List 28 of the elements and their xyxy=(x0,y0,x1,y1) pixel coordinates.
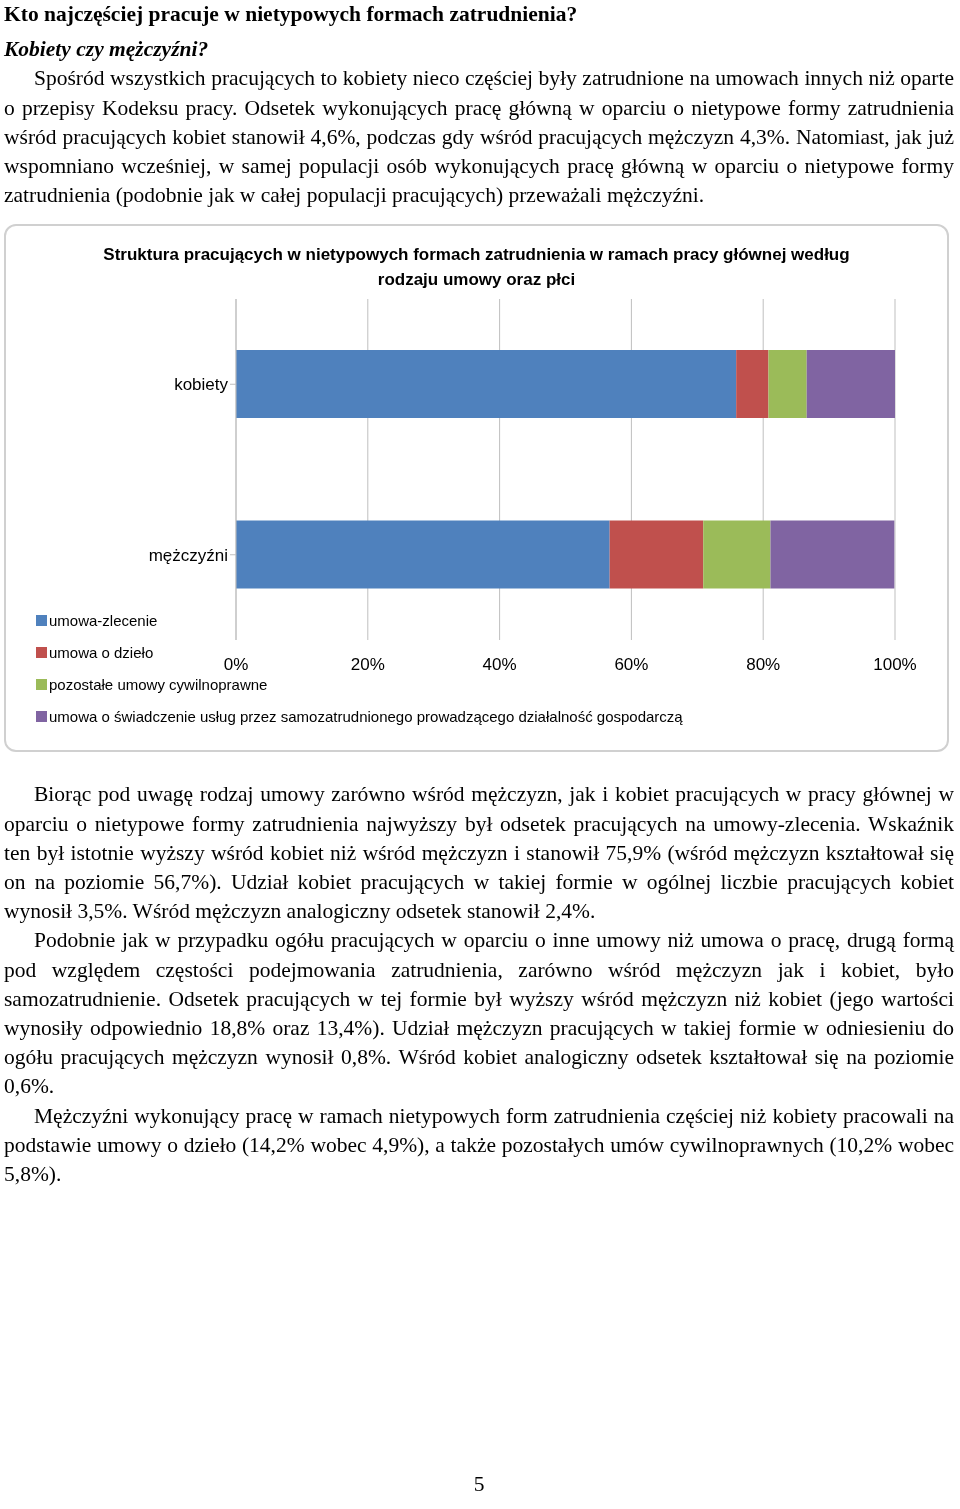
x-tick-label: 40% xyxy=(482,655,517,675)
text: Podobnie jak w przypadku ogółu pracujących w oparciu o inne umowy niż umowa o pracę, drugą formą pod względem częstości podejmowania zatrudnienia, zarówno wśród mężczyzn jak i kobiet, było samozatrudnienie. Odsetek pracujących w tej formie był wyższy wśród mężczyzn niż kobiet (jego wartości wynosiły odpowiednio 18,8% oraz 13,4%). Udział mężczyzn pracujących w takiej formie w odniesieniu do ogółu pracujących mężczyzn wynosił 0,8%. Wśród kobiet analogiczny odsetek kształtował się na poziomie 0,6%. xyxy=(4,927,954,1101)
legend-label: umowa o świadczenie usług przez samozatrudnionego prowadzącego działalność gospodarczą xyxy=(49,706,683,727)
text: Kto najczęściej pracuje w nietypowych formach zatrudnienia? xyxy=(4,1,579,28)
bar xyxy=(770,520,895,589)
bar xyxy=(236,350,737,419)
bar xyxy=(736,350,769,419)
bar xyxy=(768,350,807,419)
x-tick-label: 60% xyxy=(614,655,649,675)
bar xyxy=(609,520,704,589)
text: Mężczyźni wykonujący pracę w ramach nietypowych form zatrudnienia częściej niż kobiety pracowali na podstawie umowy o dzieło (14,2% wobec 4,9%), a także pozostałych umów cywilnoprawnych (10,2% wobec 5,8%). xyxy=(4,1102,954,1189)
x-tick-label: 0% xyxy=(223,655,249,675)
x-tick-label: 100% xyxy=(873,655,917,675)
text: Biorąc pod uwagę rodzaj umowy zarówno wśród mężczyzn, jak i kobiet pracujących w pracy głównej w oparciu o nietypowe formy zatrudnienia najwyższy był odsetek pracujących na umowy-zlecenia. Wskaźnik ten był istotnie wyższy wśród kobiet niż wśród mężczyzn i stanowił 75,9% (wśród mężczyzn kształtował się on na poziomie 56,7%). Udział kobiet pracujących w takiej formie w ogólnej liczbie pracujących kobiet wynosił 3,5%. Wśród mężczyzn analogiczny odsetek stanowił 2,4%. xyxy=(4,781,954,926)
y-tick-label: kobiety xyxy=(174,375,229,395)
x-tick-label: 20% xyxy=(350,655,385,675)
text: Spośród wszystkich pracujących to kobiety nieco częściej były zatrudnione na umowach innych niż oparte o przepisy Kodeksu pracy. Odsetek wykonujących pracę główną w oparciu o nietypowe formy zatrudnienia wśród pracujących kobiet stanowił 4,6%, podczas gdy wśród pracujących mężczyzn 4,3%. Natomiast, jak już wspomniano wcześniej, w samej populacji osób wykonujących pracę główną w oparciu o nietypowe formy zatrudnienia (podobnie jak w całej populacji pracujących) przeważali mężczyźni. xyxy=(4,65,954,210)
legend-label: pozostałe umowy cywilnoprawne xyxy=(49,675,268,693)
bar xyxy=(806,350,895,419)
legend-label: umowa-zlecenie xyxy=(49,610,158,631)
text: 5 xyxy=(472,1470,486,1498)
bar xyxy=(236,520,610,589)
text: Kobiety czy mężczyźni? xyxy=(4,36,210,64)
x-tick-label: 80% xyxy=(746,655,781,675)
y-tick-label: mężczyźni xyxy=(148,546,228,566)
legend-label: umowa o dzieło xyxy=(49,642,154,663)
chart-title: Struktura pracujących w nietypowych formach zatrudnienia w ramach pracy głównej według rodzaju umowy oraz płci xyxy=(102,244,851,292)
bar xyxy=(703,520,771,589)
